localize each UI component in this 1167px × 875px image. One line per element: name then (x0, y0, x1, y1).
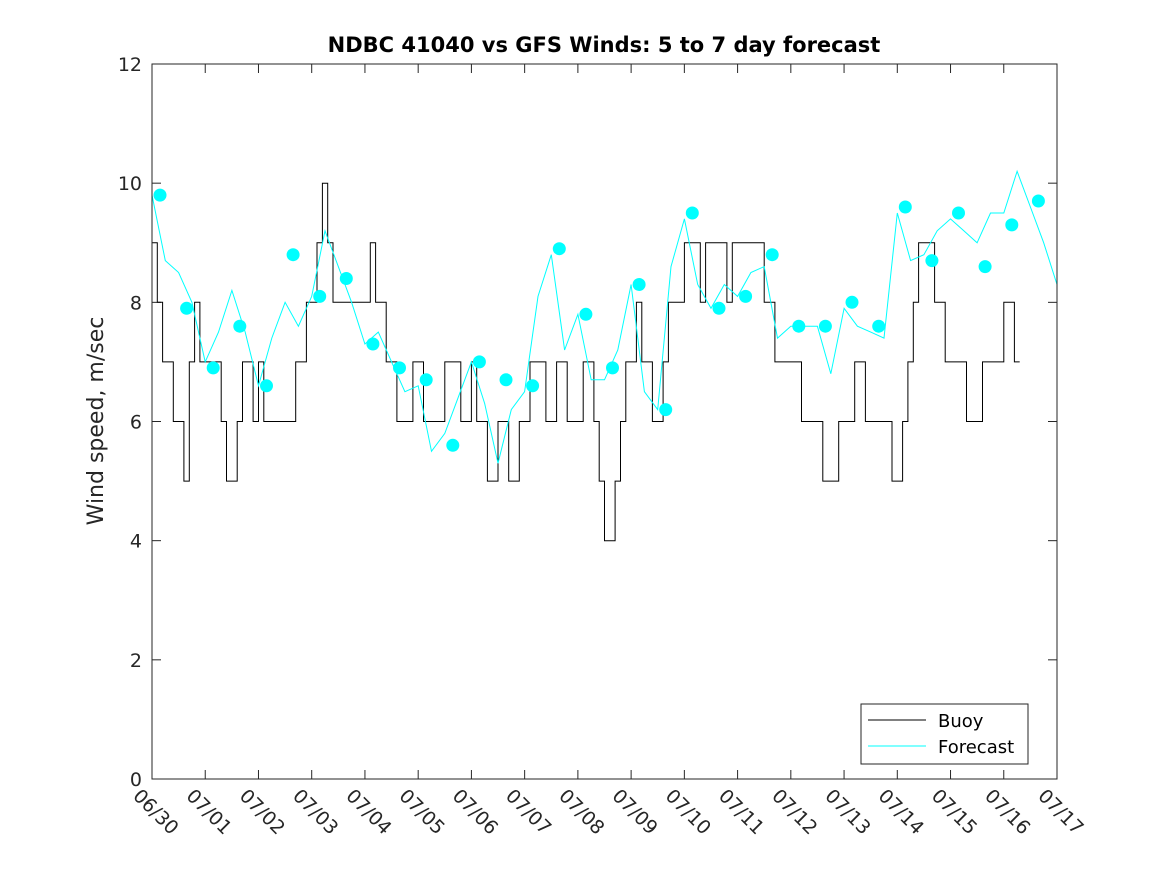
forecast-point (765, 248, 779, 262)
forecast-point (1005, 218, 1019, 232)
forecast-point (845, 295, 859, 309)
forecast-point (233, 319, 247, 333)
forecast-point (526, 379, 540, 393)
forecast-point (579, 307, 593, 321)
y-tick-label: 10 (118, 173, 142, 195)
forecast-point (659, 403, 673, 417)
series-buoy-line (152, 182, 1020, 542)
forecast-point (606, 361, 619, 375)
y-axis-label: Wind speed, m/sec (84, 317, 109, 526)
axes-box (151, 63, 1058, 780)
forecast-point (180, 301, 194, 315)
forecast-point (313, 289, 327, 303)
forecast-point (685, 206, 699, 220)
forecast-point (446, 438, 460, 452)
legend-box (860, 703, 1029, 765)
forecast-point (632, 278, 646, 291)
forecast-point (1031, 194, 1045, 208)
forecast-point (393, 361, 406, 375)
forecast-point (339, 272, 353, 285)
forecast-point (818, 319, 832, 333)
forecast-point (552, 242, 566, 256)
forecast-point (712, 301, 726, 315)
forecast-point (472, 355, 486, 369)
y-tick-labels: 0 2 4 6 8 10 12 (118, 54, 142, 791)
y-tick-label: 4 (130, 531, 142, 553)
y-tick-label: 0 (130, 769, 142, 791)
forecast-point (978, 260, 992, 274)
legend-label-buoy: Buoy (938, 711, 984, 732)
forecast-point (286, 248, 300, 262)
forecast-point (366, 337, 380, 351)
forecast-point (260, 379, 273, 393)
legend: Buoy Forecast (860, 703, 1029, 765)
forecast-point (206, 361, 220, 375)
chart-title: NDBC 41040 vs GFS Winds: 5 to 7 day fore… (328, 33, 881, 57)
y-tick-label: 2 (130, 650, 142, 672)
forecast-points (153, 188, 1045, 452)
forecast-point (925, 254, 939, 268)
forecast-point (153, 188, 167, 202)
legend-label-forecast: Forecast (938, 737, 1014, 758)
forecast-point (419, 373, 433, 387)
forecast-point (872, 319, 886, 333)
forecast-point (499, 373, 513, 387)
forecast-point (739, 289, 753, 303)
series-layer (151, 169, 1058, 542)
y-tick-label: 6 (130, 412, 142, 434)
axis-ticks (151, 63, 1058, 780)
y-tick-label: 8 (130, 292, 142, 314)
forecast-point (792, 319, 806, 333)
forecast-point (898, 200, 912, 214)
y-tick-label: 12 (118, 54, 142, 76)
series-forecast-line (151, 169, 1058, 464)
forecast-point (952, 206, 965, 220)
